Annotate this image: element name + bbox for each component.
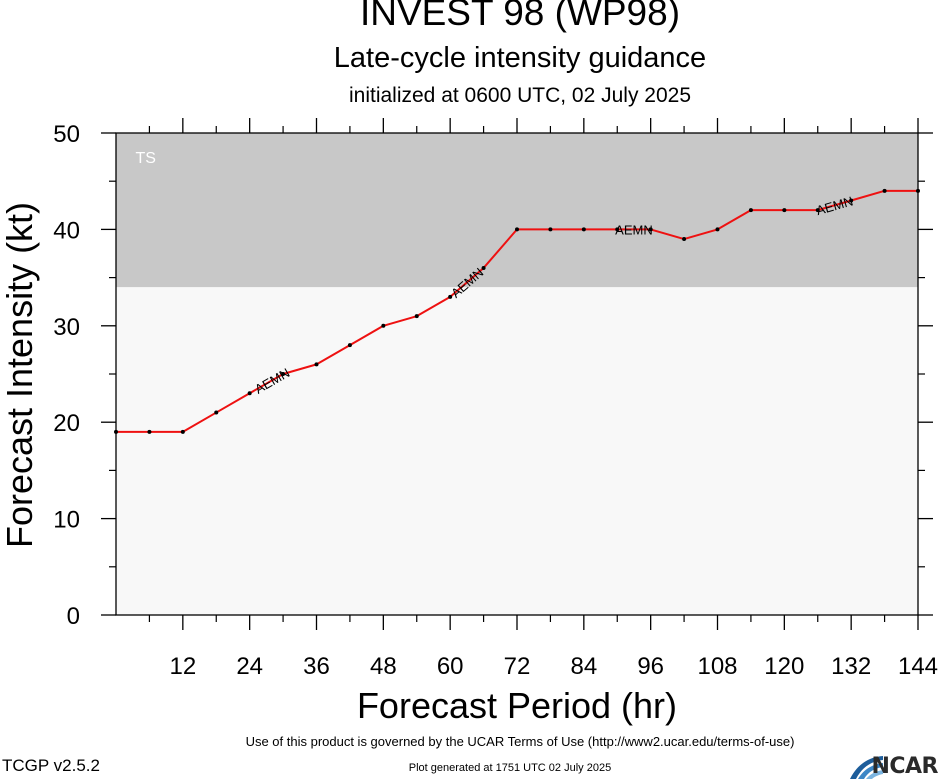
data-point [615, 227, 620, 232]
data-point [281, 372, 286, 376]
y-tick-label: 20 [53, 410, 80, 437]
x-tick-label: 12 [169, 653, 196, 680]
series-label-text: AEMN [615, 222, 653, 237]
data-point [347, 343, 352, 348]
ncar-wave-icon [850, 756, 883, 779]
x-tick-label: 84 [570, 653, 597, 680]
data-point [882, 188, 887, 193]
intensity-chart: TS 12 24 36 48 60 72 84 96 108 120 132 144 0 10 20 30 40… [0, 118, 938, 726]
data-point [414, 314, 419, 319]
y-tick-label: 0 [67, 603, 80, 630]
x-tick-label: 144 [898, 653, 938, 680]
logo-text: NCAR [871, 754, 938, 779]
chart-title: INVEST 98 (WP98) [359, 0, 681, 33]
chart-axes: 12 24 36 48 60 72 84 96 108 120 132 144 0 10 20 30 40 50 [53, 118, 938, 680]
init-time-text: initialized at 0600 UTC, 02 July 2025 [348, 84, 692, 107]
x-tick-label: 48 [370, 653, 397, 680]
data-point [782, 208, 787, 213]
data-point [214, 410, 219, 415]
chart-subtitle: Late-cycle intensity guidance [333, 42, 707, 74]
x-tick-label: 108 [697, 653, 737, 680]
data-point [682, 237, 687, 242]
data-point [481, 265, 486, 270]
y-tick-label: 30 [53, 314, 80, 341]
y-axis-label: Forecast Intensity (kt) [0, 202, 40, 548]
version-label: TCGP v2.5.2 [2, 756, 100, 775]
data-point [548, 227, 553, 232]
band-label-ts: TS [135, 150, 155, 167]
data-point [849, 198, 854, 203]
terms-of-use-notice: Use of this product is governed by the U… [245, 734, 795, 749]
data-point [180, 429, 185, 434]
data-point [916, 188, 920, 193]
x-tick-label: 72 [504, 653, 531, 680]
data-point [114, 429, 118, 434]
intensity-band-below-ts [116, 287, 918, 615]
y-tick-label: 10 [53, 507, 80, 534]
generated-timestamp: Plot generated at 1751 UTC 02 July 2025 [408, 762, 612, 774]
intensity-bands: TS [116, 133, 918, 615]
x-tick-label: 24 [236, 653, 263, 680]
data-point [147, 429, 152, 434]
data-point [815, 208, 820, 213]
x-tick-label: 132 [831, 653, 871, 680]
x-tick-label: 120 [764, 653, 804, 680]
data-point [648, 227, 653, 232]
data-point [247, 391, 252, 396]
y-tick-label: 40 [53, 217, 80, 244]
data-point [314, 362, 319, 367]
series-inline-label: AEMN [615, 222, 653, 237]
x-tick-label: 96 [637, 653, 664, 680]
data-point [581, 227, 586, 232]
data-point [448, 294, 453, 299]
data-point [381, 323, 386, 328]
ncar-logo: NCAR [848, 753, 940, 780]
data-point [515, 227, 519, 232]
x-tick-label: 60 [437, 653, 464, 680]
data-point [748, 208, 753, 213]
x-axis-label: Forecast Period (hr) [357, 685, 677, 726]
y-tick-label: 50 [53, 121, 80, 148]
x-tick-label: 36 [303, 653, 330, 680]
data-point [715, 227, 720, 232]
